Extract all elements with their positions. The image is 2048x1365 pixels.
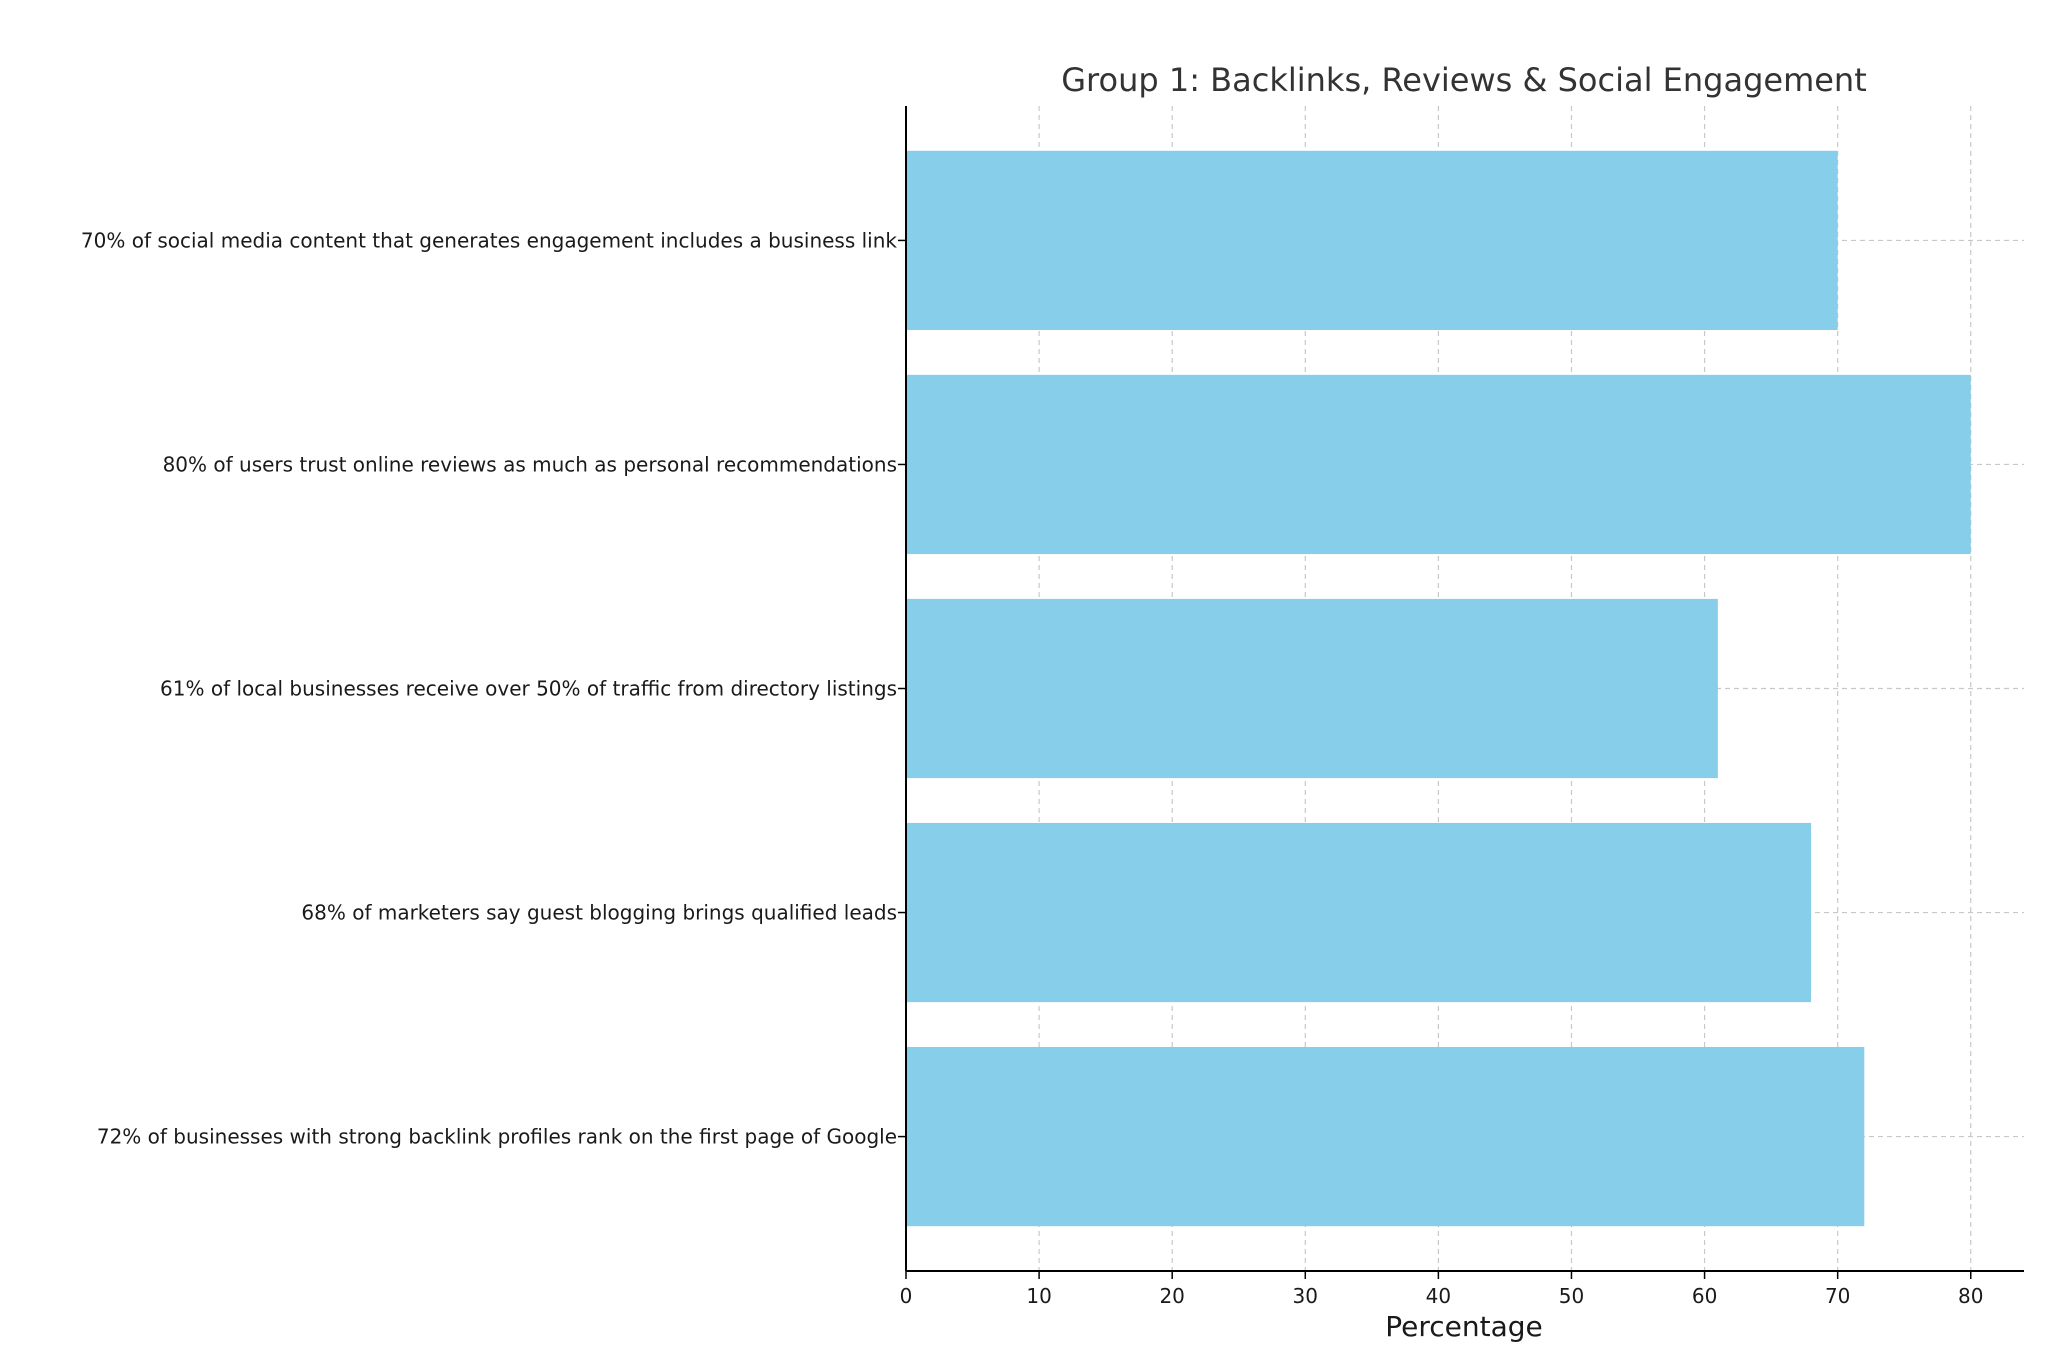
bar xyxy=(906,374,1971,555)
bar xyxy=(906,598,1718,779)
x-tick-label: 40 xyxy=(1426,1284,1451,1308)
x-tick-label: 60 xyxy=(1692,1284,1717,1308)
y-tick-label: 68% of marketers say guest blogging brin… xyxy=(301,901,897,925)
y-tick-label: 80% of users trust online reviews as muc… xyxy=(163,452,897,476)
y-tick-label: 72% of businesses with strong backlink p… xyxy=(97,1125,897,1149)
y-tick-label: 70% of social media content that generat… xyxy=(81,228,898,252)
x-tick-label: 20 xyxy=(1159,1284,1184,1308)
x-tick-label: 30 xyxy=(1293,1284,1318,1308)
bar xyxy=(906,1046,1865,1227)
bar xyxy=(906,150,1838,331)
chart-title: Group 1: Backlinks, Reviews & Social Eng… xyxy=(1061,61,1867,99)
x-tick-label: 0 xyxy=(900,1284,913,1308)
y-ticks: 72% of businesses with strong backlink p… xyxy=(81,228,906,1149)
bar xyxy=(906,822,1812,1003)
bars xyxy=(906,150,1971,1227)
x-tick-label: 50 xyxy=(1559,1284,1584,1308)
x-tick-label: 70 xyxy=(1825,1284,1850,1308)
x-tick-label: 80 xyxy=(1958,1284,1983,1308)
x-ticks: 0 10 20 30 40 50 60 70 80 xyxy=(900,1271,1983,1308)
x-tick-label: 10 xyxy=(1026,1284,1051,1308)
y-tick-label: 61% of local businesses receive over 50%… xyxy=(160,677,897,701)
x-axis-label: Percentage xyxy=(1385,1310,1543,1343)
